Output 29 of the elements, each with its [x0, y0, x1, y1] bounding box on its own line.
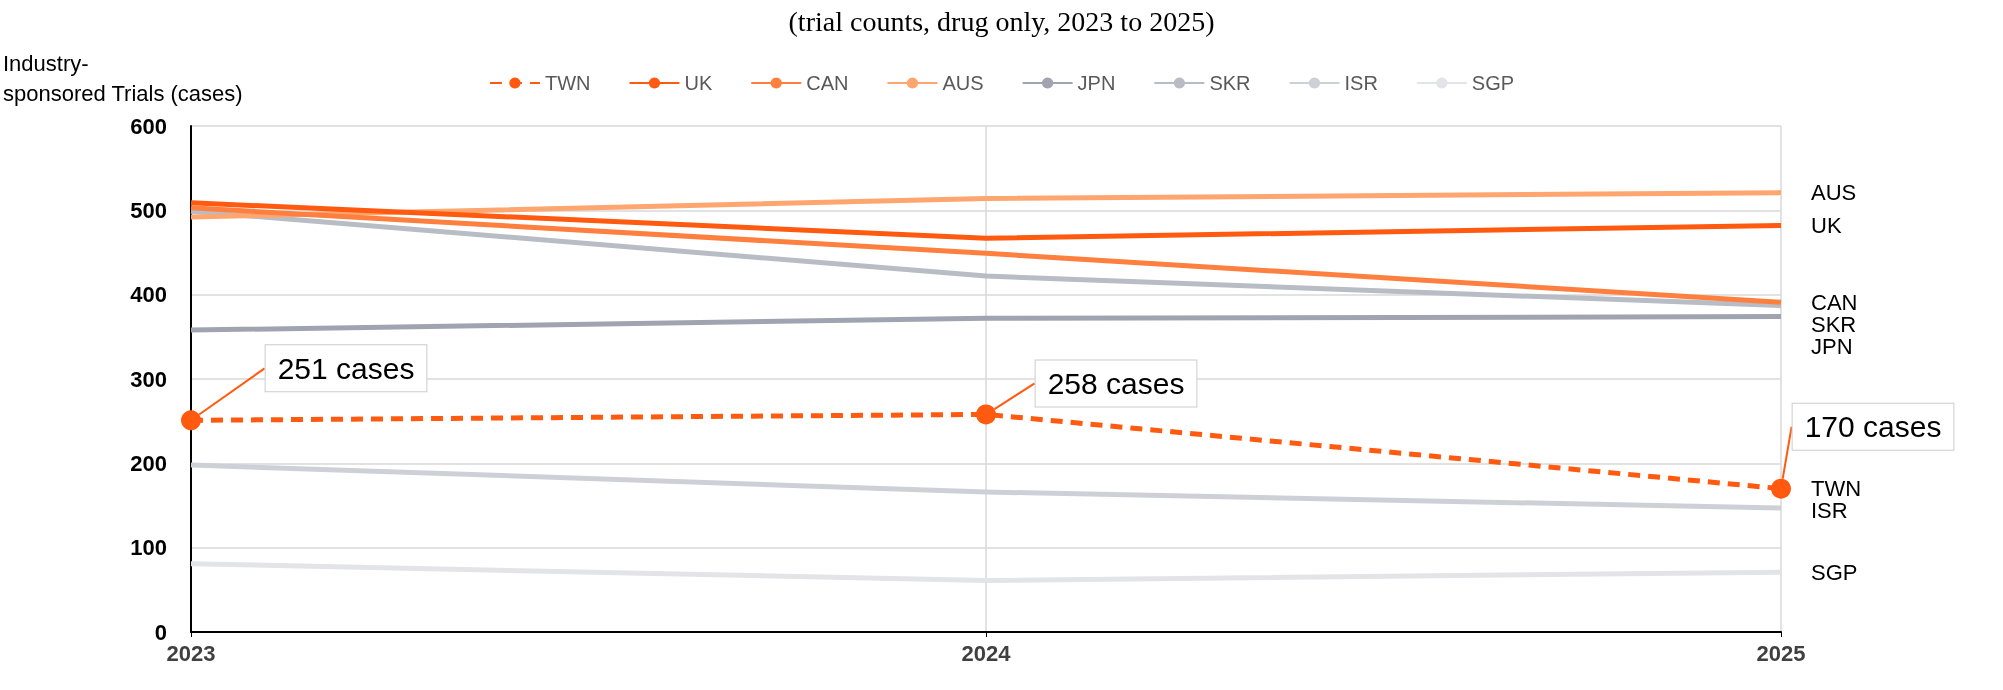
x-tick-label: 2025 [1756, 640, 1806, 666]
y-tick-label: 400 [130, 282, 167, 308]
chart-title: (trial counts, drug only, 2023 to 2025) [788, 5, 1215, 37]
x-tick-label: 2024 [961, 640, 1012, 666]
y-tick-label: 600 [130, 113, 167, 139]
text: UK [1811, 213, 1842, 239]
data-label: 258 cases [1047, 366, 1185, 400]
legend-label: AUS [942, 72, 984, 94]
text: AUS [1811, 180, 1857, 206]
point [976, 404, 996, 425]
legend-label: CAN [806, 72, 849, 94]
legend-label: SKR [1209, 72, 1251, 94]
y-axis-title: Industry-sponsored Trials (cases) [3, 50, 243, 106]
x-tick-label: 2023 [166, 640, 216, 666]
legend-label: JPN [1077, 72, 1116, 94]
legend-label: TWN [544, 72, 591, 94]
y-tick-label: 300 [130, 366, 167, 392]
y-tick-label: 200 [130, 450, 167, 476]
point [1771, 478, 1791, 499]
data-label: 170 cases [1804, 410, 1942, 444]
text: SGP [1811, 559, 1858, 585]
legend-label: ISR [1344, 72, 1378, 94]
y-tick-label: 100 [130, 535, 167, 561]
legend-label: SGP [1471, 72, 1515, 94]
data-label: 251 cases [277, 351, 415, 385]
y-tick-label: 500 [130, 197, 167, 223]
point [181, 410, 201, 431]
y-tick-label: 0 [154, 619, 167, 645]
legend-label: UK [684, 72, 713, 94]
